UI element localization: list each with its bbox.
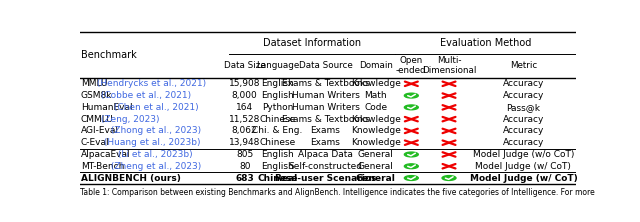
Text: Exams & Textbooks: Exams & Textbooks	[282, 79, 369, 88]
Text: MMLU: MMLU	[81, 79, 108, 88]
Text: Data Size: Data Size	[224, 61, 266, 70]
Text: General: General	[356, 174, 396, 182]
Text: 80: 80	[239, 162, 250, 171]
Text: Alpaca Data: Alpaca Data	[298, 150, 353, 159]
Text: Data Source: Data Source	[299, 61, 353, 70]
Text: 8,062: 8,062	[232, 126, 257, 135]
Text: Chinese: Chinese	[257, 174, 298, 182]
Text: Python: Python	[262, 103, 293, 112]
Text: Language: Language	[256, 61, 299, 70]
Text: 683: 683	[236, 174, 254, 182]
Text: (Hendrycks et al., 2021): (Hendrycks et al., 2021)	[95, 79, 207, 88]
Text: General: General	[358, 150, 394, 159]
Text: Exams: Exams	[310, 126, 340, 135]
Text: Knowledge: Knowledge	[351, 138, 401, 147]
Text: Accuracy: Accuracy	[503, 115, 544, 124]
Text: 8,000: 8,000	[232, 91, 257, 100]
Text: 805: 805	[236, 150, 253, 159]
Text: English: English	[261, 150, 294, 159]
Text: (Zhong et al., 2023): (Zhong et al., 2023)	[108, 126, 201, 135]
Text: Self-constructed: Self-constructed	[289, 162, 362, 171]
Text: Exams: Exams	[310, 138, 340, 147]
Text: Evaluation Method: Evaluation Method	[440, 38, 531, 48]
Text: Table 1: Comparison between existing Benchmarks and AlignBench. Intelligence ind: Table 1: Comparison between existing Ben…	[80, 188, 595, 197]
Text: Code: Code	[364, 103, 387, 112]
Text: CMMLU: CMMLU	[81, 115, 114, 124]
Text: Math: Math	[364, 91, 387, 100]
Circle shape	[404, 93, 419, 98]
Text: 11,528: 11,528	[229, 115, 260, 124]
Text: MT-Bench: MT-Bench	[81, 162, 124, 171]
Text: Real-user Scenarios: Real-user Scenarios	[275, 174, 376, 182]
Text: Dataset Information: Dataset Information	[263, 38, 361, 48]
Text: Knowledge: Knowledge	[351, 126, 401, 135]
Text: (Chen et al., 2021): (Chen et al., 2021)	[111, 103, 199, 112]
Text: (Zeng, 2023): (Zeng, 2023)	[98, 115, 159, 124]
Text: English: English	[261, 91, 294, 100]
Text: (Li et al., 2023b): (Li et al., 2023b)	[115, 150, 193, 159]
Text: Metric: Metric	[510, 61, 537, 70]
Text: HumanEval: HumanEval	[81, 103, 132, 112]
Text: (Cobbe et al., 2021): (Cobbe et al., 2021)	[98, 91, 191, 100]
Text: 164: 164	[236, 103, 253, 112]
Text: English: English	[261, 162, 294, 171]
Text: Chinese: Chinese	[259, 115, 296, 124]
Text: AGI-Eval: AGI-Eval	[81, 126, 119, 135]
Text: Human Writers: Human Writers	[292, 91, 360, 100]
Text: Accuracy: Accuracy	[503, 91, 544, 100]
Text: A: A	[81, 174, 88, 182]
Circle shape	[404, 164, 419, 169]
Text: Open
-ended: Open -ended	[396, 56, 427, 75]
Text: Chinese: Chinese	[259, 138, 296, 147]
Circle shape	[442, 176, 456, 180]
Text: General: General	[358, 162, 394, 171]
Text: AlpacaEval: AlpacaEval	[81, 150, 131, 159]
Text: Exams & Textbooks: Exams & Textbooks	[282, 115, 369, 124]
Text: Accuracy: Accuracy	[503, 126, 544, 135]
Text: English: English	[261, 79, 294, 88]
Text: Knowledge: Knowledge	[351, 115, 401, 124]
Text: C-Eval: C-Eval	[81, 138, 109, 147]
Text: Human Writers: Human Writers	[292, 103, 360, 112]
Text: Model Judge (w/o CoT): Model Judge (w/o CoT)	[473, 150, 574, 159]
Text: 13,948: 13,948	[229, 138, 260, 147]
Text: Knowledge: Knowledge	[351, 79, 401, 88]
Text: Accuracy: Accuracy	[503, 138, 544, 147]
Text: (Zheng et al., 2023): (Zheng et al., 2023)	[108, 162, 201, 171]
Text: ALIGNBENCH (ours): ALIGNBENCH (ours)	[81, 174, 181, 182]
Text: Chi. & Eng.: Chi. & Eng.	[252, 126, 303, 135]
Circle shape	[404, 105, 419, 110]
Text: Accuracy: Accuracy	[503, 79, 544, 88]
Text: (Huang et al., 2023b): (Huang et al., 2023b)	[101, 138, 201, 147]
Circle shape	[404, 176, 419, 180]
Text: Pass@k: Pass@k	[506, 103, 540, 112]
Circle shape	[404, 152, 419, 157]
Text: GSM8k: GSM8k	[81, 91, 113, 100]
Text: Model Judge (w/ CoT): Model Judge (w/ CoT)	[470, 174, 577, 182]
Text: 15,908: 15,908	[229, 79, 260, 88]
Text: Domain: Domain	[358, 61, 392, 70]
Text: Multi-
Dimensional: Multi- Dimensional	[422, 56, 476, 75]
Text: Benchmark: Benchmark	[81, 50, 137, 60]
Text: Model Judge (w/ CoT): Model Judge (w/ CoT)	[476, 162, 572, 171]
